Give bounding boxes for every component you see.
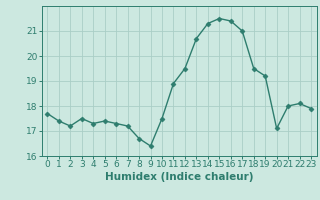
X-axis label: Humidex (Indice chaleur): Humidex (Indice chaleur) [105,172,253,182]
